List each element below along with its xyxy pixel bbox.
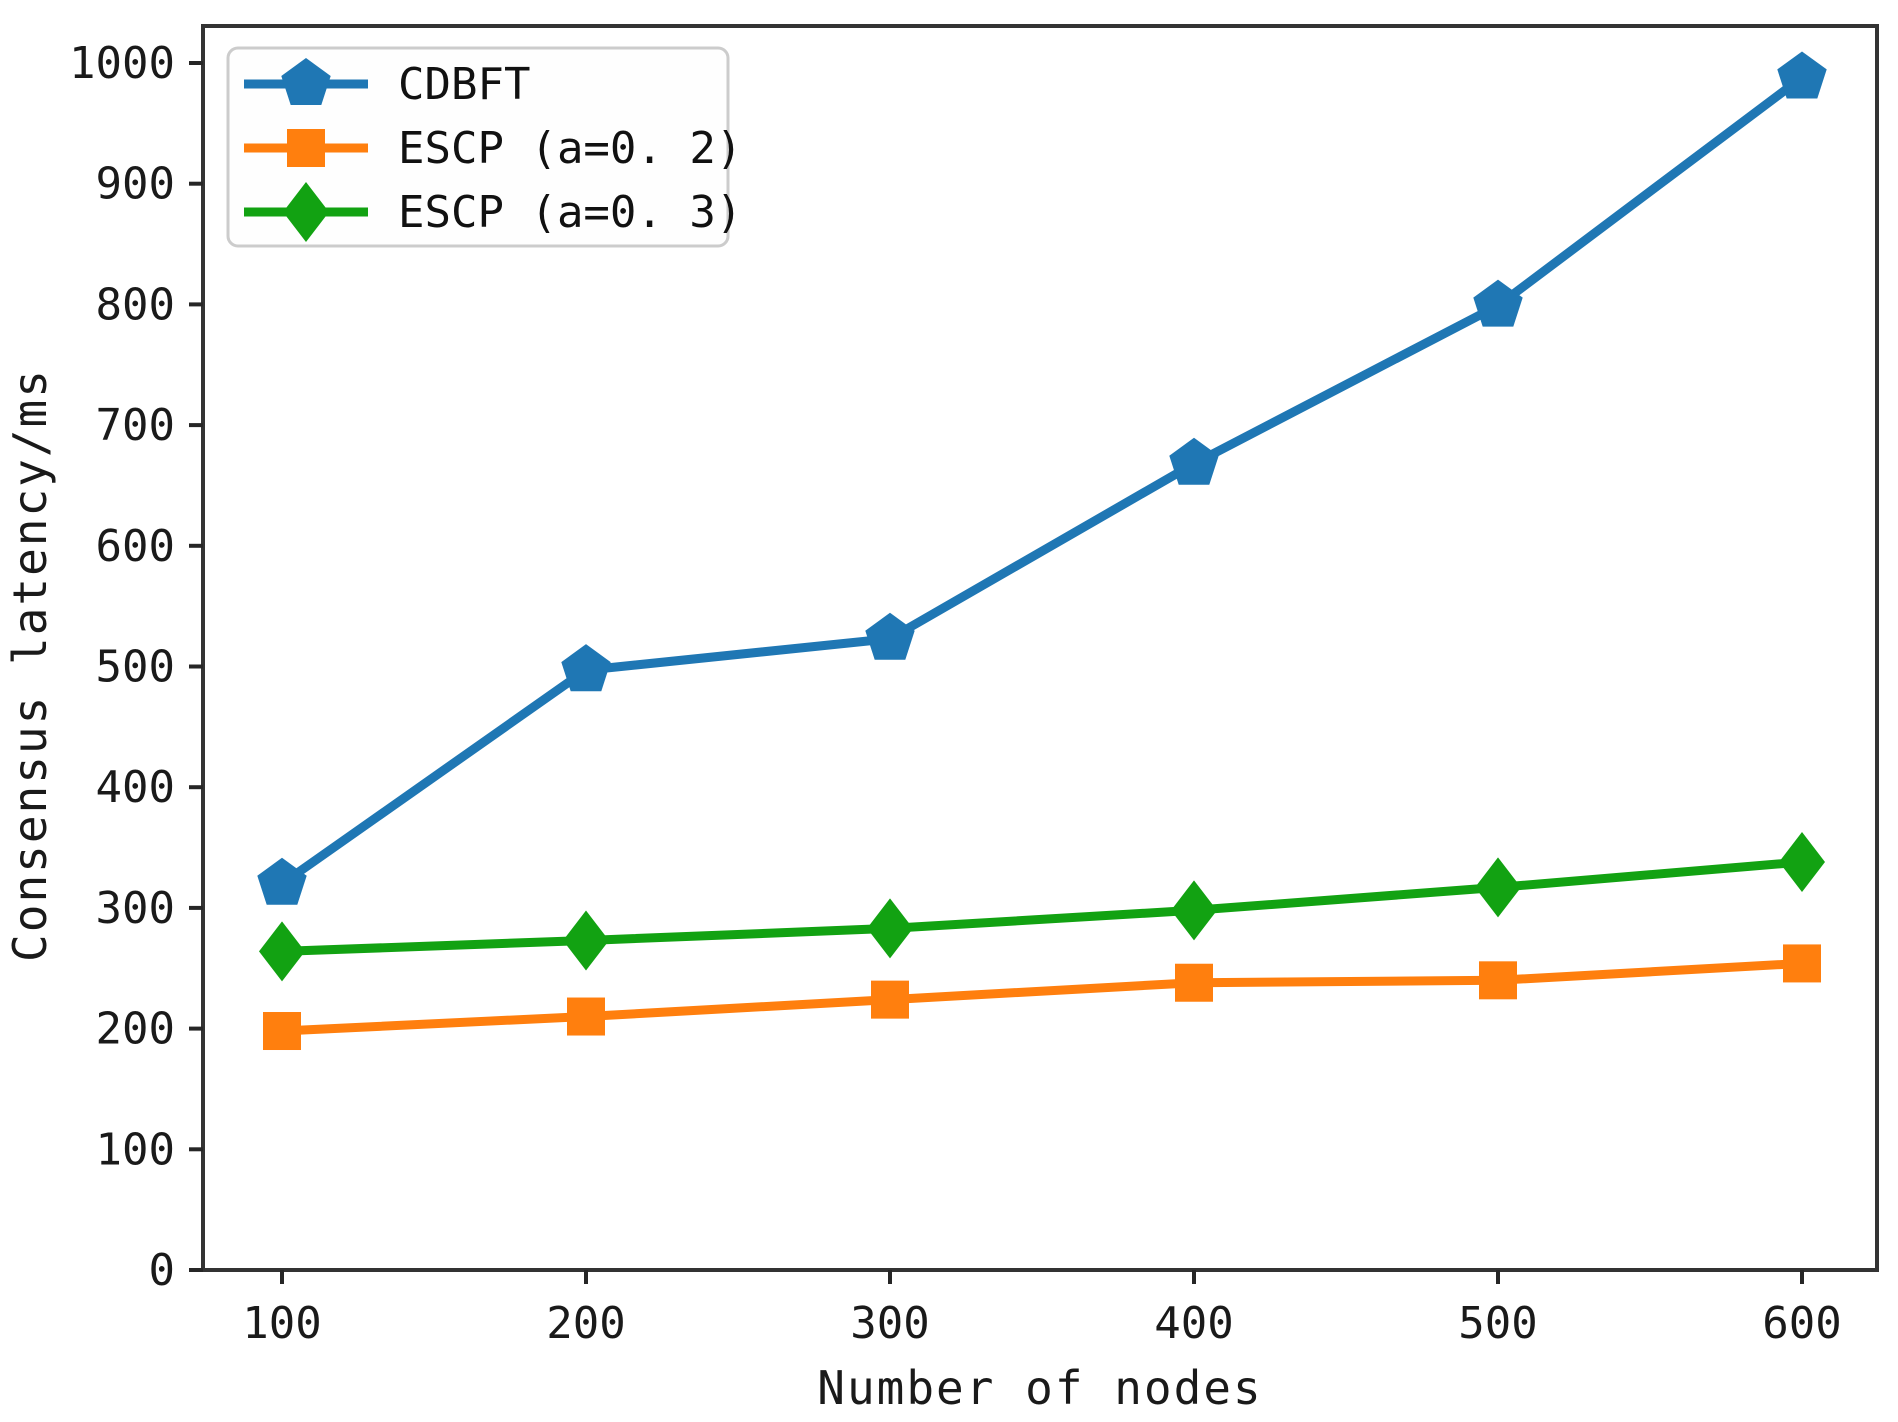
series-layer [257, 51, 1827, 1051]
pentagon-marker [1473, 279, 1523, 327]
axes-spines [201, 24, 1879, 1272]
pentagon-marker [865, 612, 915, 660]
pentagon-marker [561, 644, 611, 692]
square-marker [263, 1012, 301, 1051]
square-marker [871, 980, 909, 1019]
legend: CDBFT ESCP (a=0. 2) ESCP (a=0. 3) [226, 46, 742, 248]
diamond-marker [1475, 857, 1521, 918]
diamond-marker [563, 910, 609, 971]
y-tick-label: 800 [96, 279, 175, 330]
y-axis-label: Consensus latency/ms [3, 368, 57, 962]
legend-square-marker [287, 129, 325, 167]
y-tick-label: 0 [149, 1245, 176, 1296]
legend-item-label: ESCP (a=0. 3) [398, 187, 742, 238]
square-marker [1479, 961, 1517, 1000]
y-tick-label: 900 [96, 159, 175, 210]
pentagon-marker [257, 857, 307, 905]
legend-pentagon-marker [281, 58, 331, 105]
series-line-escp-a-0-3- [277, 857, 1807, 956]
y-tick-label: 600 [96, 521, 175, 572]
diamond-marker [867, 898, 913, 959]
series-line-cdbft [277, 73, 1807, 889]
x-tick-label: 100 [242, 1298, 321, 1349]
square-marker [567, 997, 605, 1036]
y-tick-label: 400 [96, 762, 175, 813]
y-tick-label: 100 [96, 1124, 175, 1175]
square-marker [1175, 963, 1213, 1002]
y-tick-label: 200 [96, 1004, 175, 1055]
square-marker [1783, 944, 1821, 983]
x-tick-label: 500 [1458, 1298, 1537, 1349]
pentagon-marker [1169, 437, 1219, 485]
x-axis-label: Number of nodes [817, 1361, 1262, 1415]
x-tick-label: 200 [546, 1298, 625, 1349]
x-tick-label: 400 [1154, 1298, 1233, 1349]
pentagon-marker [1777, 51, 1827, 99]
x-tick-label: 600 [1762, 1298, 1841, 1349]
diamond-marker [1779, 832, 1825, 893]
legend-diamond-marker [283, 182, 329, 242]
diamond-marker [1171, 880, 1217, 941]
legend-item-label: ESCP (a=0. 2) [398, 123, 742, 174]
legend-box [226, 46, 730, 248]
series-line-escp-a-0-2- [277, 958, 1807, 1036]
axes-layer: 0 100 200 300 400 500 600 700 800 900 1000 100 200 30… [3, 38, 1842, 1415]
legend-item-label: CDBFT [398, 59, 530, 110]
diamond-marker [259, 921, 305, 982]
x-tick-label: 300 [850, 1298, 929, 1349]
y-tick-label: 300 [96, 883, 175, 934]
y-tick-label: 1000 [69, 38, 175, 89]
y-tick-label: 500 [96, 642, 175, 693]
y-tick-label: 700 [96, 400, 175, 451]
